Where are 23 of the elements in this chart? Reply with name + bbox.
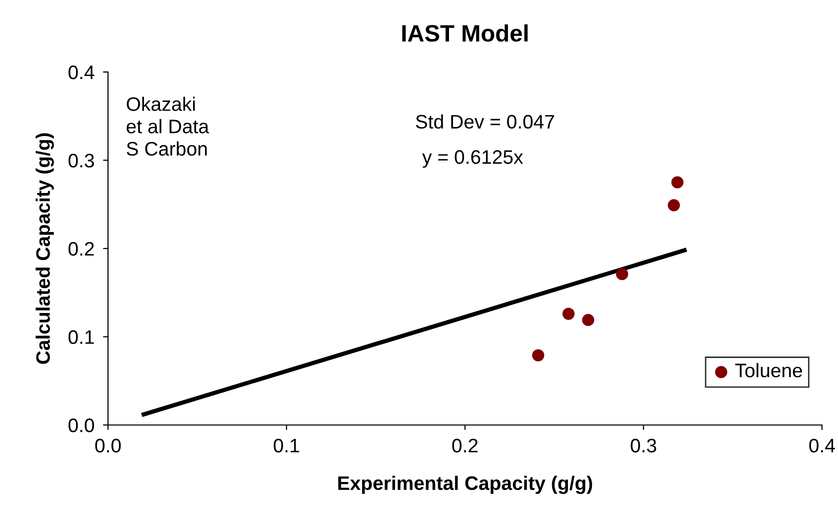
point [671,176,684,188]
y-tick-label: 0.2 [68,242,94,256]
annotation: Okazaki et al Data S Carbon [126,96,210,156]
y-tick-label: 0.3 [68,154,94,168]
point [668,199,680,212]
y-tick-label: 0.1 [68,330,94,344]
y-tick-label: 0.4 [68,65,94,80]
point [562,308,575,320]
annotation: y = 0.6125x [422,150,524,168]
point [582,314,594,326]
point [616,268,628,280]
annotation: Std Dev = 0.047 [416,114,554,129]
point [532,349,544,362]
x-tick-label: 0.0 [95,438,121,452]
y-tick-label: 0.0 [68,418,94,432]
x-tick-label: 0.1 [274,438,300,452]
x-tick-label: 0.2 [452,438,478,452]
x-axis-title: Experimental Capacity (g/g) [338,476,592,494]
x-tick-label: 0.3 [630,438,656,452]
x-tick-label: 0.4 [809,438,835,452]
legend-label: Toluene [735,363,802,378]
chart-title: IAST Model [402,24,528,42]
y-axis-title: Calculated Capacity (g/g) [36,133,54,364]
